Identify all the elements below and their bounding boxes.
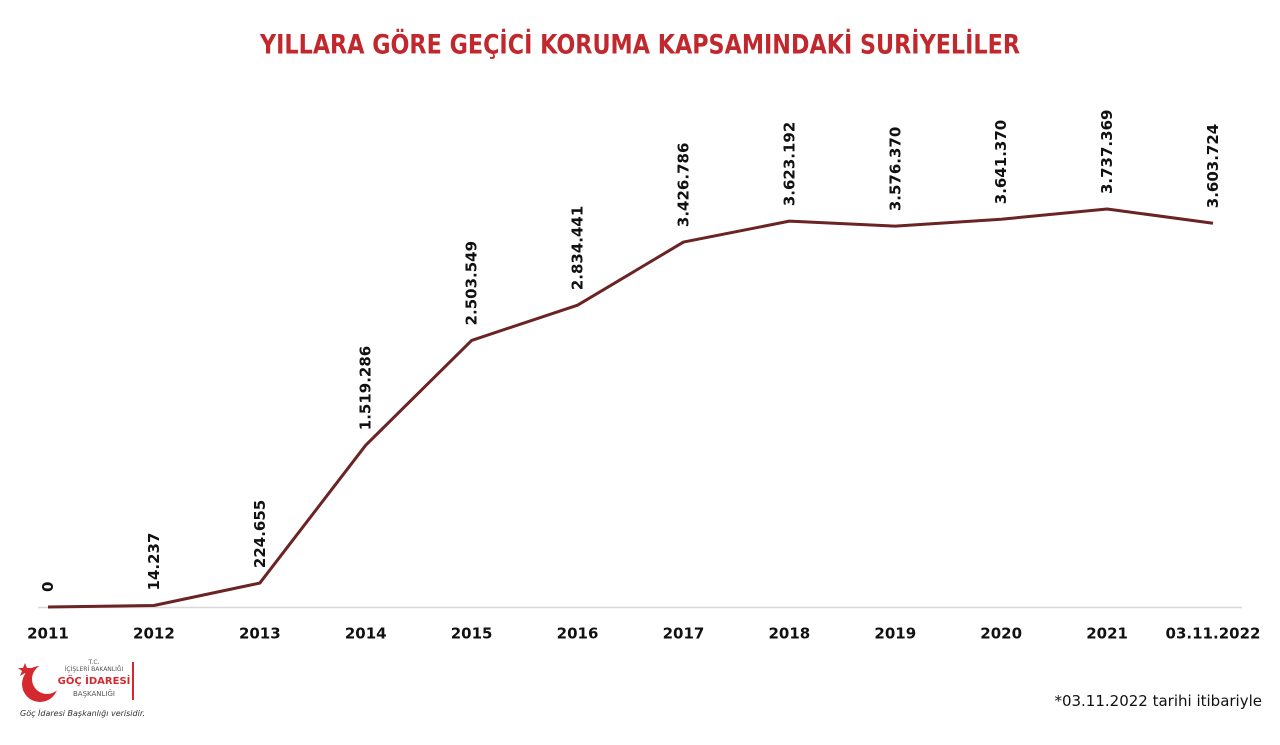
data-label: 3.641.370 <box>992 120 1010 204</box>
logo-text: İÇİŞLERİ BAKANLIĞI <box>65 666 124 673</box>
data-label: 14.237 <box>145 533 163 591</box>
x-tick-label: 2018 <box>768 625 810 643</box>
data-label: 3.426.786 <box>674 143 692 227</box>
logo-text: GÖÇ İDARESİ <box>58 673 131 687</box>
x-tick-label: 2019 <box>874 625 916 643</box>
data-label: 3.737.369 <box>1098 110 1116 194</box>
x-tick-label: 2016 <box>557 625 599 643</box>
x-tick-label: 2020 <box>980 625 1022 643</box>
x-tick-label: 2017 <box>663 625 705 643</box>
logo: T.C. İÇİŞLERİ BAKANLIĞI GÖÇ İDARESİ BAŞK… <box>18 659 145 718</box>
x-tick-label: 03.11.2022 <box>1166 625 1261 643</box>
logo-caption: Göç İdaresi Başkanlığı verisidir. <box>20 708 145 718</box>
data-label: 2.834.441 <box>569 206 587 290</box>
data-label: 2.503.549 <box>463 241 481 325</box>
data-label: 0 <box>39 582 57 592</box>
data-line <box>47 207 1214 609</box>
x-tick-label: 2021 <box>1086 625 1128 643</box>
x-tick-label: 2014 <box>345 625 387 643</box>
x-tick-label: 2012 <box>133 625 175 643</box>
x-tick-label: 2015 <box>451 625 493 643</box>
data-label: 3.576.370 <box>886 127 904 211</box>
logo-star <box>18 663 32 676</box>
chart-title: YILLARA GÖRE GEÇİCİ KORUMA KAPSAMINDAKİ … <box>259 28 1020 61</box>
logo-crescent-cut <box>32 664 62 694</box>
logo-text: BAŞKANLIĞI <box>73 689 115 698</box>
data-label: 3.603.724 <box>1204 124 1222 208</box>
logo-text: T.C. <box>88 659 100 666</box>
footnote: *03.11.2022 tarihi itibariyle <box>1054 692 1262 710</box>
x-tick-label: 2013 <box>239 625 281 643</box>
data-label: 1.519.286 <box>357 346 375 430</box>
data-label: 3.623.192 <box>780 122 798 206</box>
data-label: 224.655 <box>251 500 269 568</box>
x-tick-label: 2011 <box>27 625 69 643</box>
